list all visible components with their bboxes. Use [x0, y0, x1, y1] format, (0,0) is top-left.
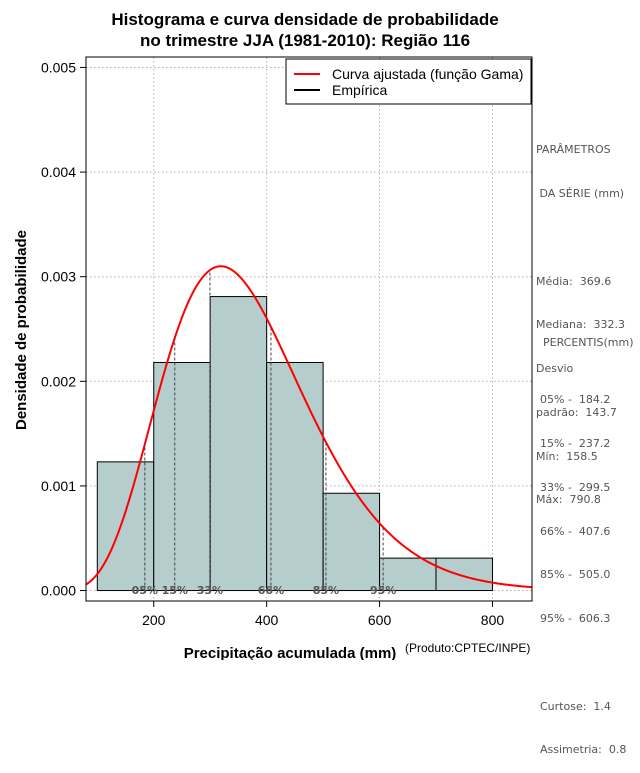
percentil-66: 66% - 407.6 — [540, 524, 611, 538]
param-min: Mín: 158.5 — [536, 449, 598, 463]
y-axis: 0.000 0.001 0.002 0.003 0.004 0.005 — [41, 59, 86, 599]
percentis-panel: 05% - 184.2 15% - 237.2 33% - 299.5 66% … — [540, 364, 626, 773]
histogram-bar-2 — [209, 296, 268, 592]
x-tick-label-1: 400 — [255, 612, 279, 628]
histogram-bar-0 — [96, 461, 155, 592]
histogram-bar-4 — [322, 492, 381, 592]
plot-frame — [85, 56, 533, 602]
chart-title-line-2: no trimestre JJA (1981-2010): Região 116 — [140, 31, 470, 50]
param-desvio: Desvio — [536, 362, 574, 376]
parametros-heading-1: PARÂMETROS — [536, 143, 611, 157]
histogram-bars — [96, 296, 493, 592]
histogram-bar-1 — [153, 361, 211, 592]
legend-label-0: Curva ajustada (função Gama) — [332, 66, 523, 82]
y-tick-label-0: 0.000 — [41, 583, 76, 599]
percentile-label-5: 95% — [370, 584, 396, 597]
histogram-chart: 05% 15% 33% 66% 85% 95% 200 400 600 800 0.0000.0… — [13, 10, 533, 660]
param-padrao: padrão: 143.7 — [536, 405, 617, 419]
percentile-label-4: 85% — [313, 584, 339, 597]
histogram-bar-6 — [435, 557, 493, 592]
y-axis-label: Densidade de probabilidade — [13, 230, 30, 430]
percentis-heading: PERCENTIS(mm) — [543, 336, 634, 349]
percentile-label-0: 05% — [132, 584, 158, 597]
legend-box — [285, 58, 532, 105]
x-axis: 200 400 600 800 — [142, 601, 504, 628]
chart-title-line-1: Histograma e curva densidade de probabil… — [111, 10, 498, 29]
legend: Curva ajustada (função Gama)Empírica — [285, 58, 532, 105]
percentil-95: 95% - 606.3 — [540, 612, 611, 626]
x-axis-label: Precipitação acumulada (mm) — [184, 645, 397, 660]
percentil-15: 15% - 237.2 — [540, 436, 611, 450]
percentile-label-2: 33% — [197, 584, 223, 597]
percentile-lines: 05% 15% 33% 66% 85% 95% — [132, 270, 396, 597]
histogram-bar-5 — [379, 557, 437, 592]
x-tick-label-2: 600 — [368, 612, 392, 628]
percentile-label-3: 66% — [258, 584, 284, 597]
percentil-85: 85% - 505.0 — [540, 568, 611, 582]
parametros-panel: PARÂMETROS DA SÉRIE (mm) Média: 369.6 Me… — [536, 114, 625, 523]
y-tick-label-2: 0.002 — [41, 373, 76, 389]
gamma-fit-curve — [85, 265, 533, 589]
histogram-bar-3 — [266, 361, 324, 592]
param-max: Máx: 790.8 — [536, 493, 601, 507]
product-credit: (Produto:CPTEC/INPE) — [405, 641, 531, 655]
percentile-label-1: 15% — [162, 584, 188, 597]
y-tick-label-4: 0.004 — [41, 164, 76, 180]
y-tick-label-1: 0.001 — [41, 478, 76, 494]
y-tick-label-5: 0.005 — [41, 59, 76, 75]
param-mediana: Mediana: 332.3 — [536, 318, 625, 332]
param-media: Média: 369.6 — [536, 274, 612, 288]
percentil-33: 33% - 299.5 — [540, 480, 611, 494]
x-tick-label-0: 200 — [142, 612, 166, 628]
percentil-05: 05% - 184.2 — [540, 393, 611, 407]
x-tick-label-3: 800 — [481, 612, 505, 628]
stat-assimetria: Assimetria: 0.8 — [540, 743, 627, 757]
y-tick-label-3: 0.003 — [41, 269, 76, 285]
parametros-heading-2: DA SÉRIE (mm) — [536, 186, 625, 200]
legend-label-1: Empírica — [332, 82, 387, 98]
stat-curtose: Curtose: 1.4 — [540, 699, 611, 713]
